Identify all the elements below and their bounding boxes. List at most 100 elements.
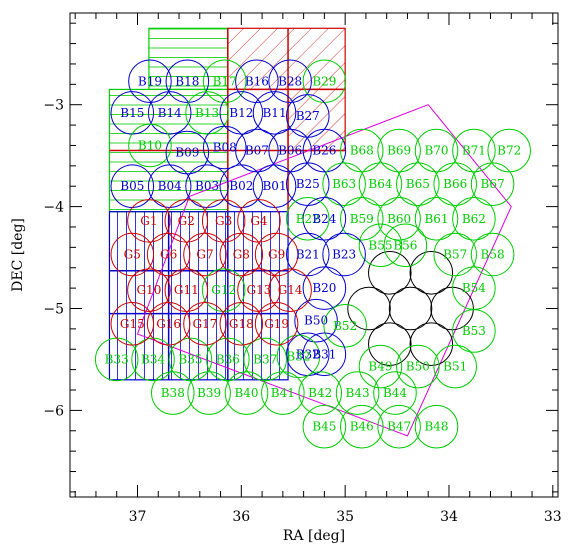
field-label-g3: G3	[215, 214, 232, 228]
field-label-b57: B57	[443, 247, 467, 261]
field-label-b01: B01	[262, 179, 286, 193]
field-label-g15: G15	[120, 317, 145, 331]
field-label-b25: B25	[296, 177, 320, 191]
y-tick-label: −4	[43, 200, 64, 216]
field-label-g5: G5	[124, 247, 141, 261]
field-circle-b42	[298, 371, 343, 415]
field-circle-b71	[452, 128, 496, 173]
field-label-b45: B45	[312, 420, 336, 434]
field-label-b17: B17	[213, 74, 237, 88]
field-label-b48: B48	[424, 420, 448, 434]
field-circle-b19	[128, 59, 172, 104]
field-circle-b63	[322, 162, 366, 206]
field-label-b67: B67	[481, 177, 505, 191]
field-circle-b45	[302, 404, 347, 449]
field-label-b05: B05	[120, 179, 144, 193]
field-circle-b48	[414, 404, 459, 449]
field-circle-b32	[276, 334, 321, 379]
field-circles	[94, 59, 531, 449]
field-label-b33: B33	[105, 352, 129, 366]
black-circle	[430, 286, 474, 331]
axis-ticks	[70, 13, 558, 497]
field-label-b32: B32	[286, 349, 310, 363]
field-label-b37: B37	[253, 352, 277, 366]
field-label-b13: B13	[195, 106, 219, 120]
field-circle-b13	[185, 91, 229, 135]
y-axis-title: DEC [deg]	[10, 218, 26, 292]
field-label-b70: B70	[424, 144, 448, 158]
field-circle-b02	[219, 164, 264, 209]
field-circle-b11	[252, 91, 297, 135]
field-label-g16: G16	[156, 317, 181, 331]
field-label-b39: B39	[197, 386, 221, 400]
field-label-g9: G9	[268, 247, 285, 261]
field-label-b63: B63	[332, 177, 356, 191]
field-label-b20: B20	[312, 281, 336, 295]
field-circle-b22	[285, 197, 330, 241]
region-red-hatched-top	[227, 27, 346, 91]
field-label-b27: B27	[296, 109, 320, 123]
field-label-b15: B15	[120, 106, 144, 120]
field-label-b72: B72	[497, 144, 521, 158]
field-label-b52: B52	[333, 319, 357, 333]
x-tick-label: 33	[544, 509, 562, 525]
field-label-g13: G13	[247, 283, 272, 297]
field-circle-b18	[165, 59, 210, 104]
field-label-b55: B55	[368, 238, 392, 252]
axis-tick-labels: 37 36 35 34 33 −3 −4 −5 −6	[43, 98, 561, 525]
field-label-b66: B66	[443, 177, 467, 191]
field-label-b38: B38	[161, 386, 185, 400]
field-circle-g14	[268, 268, 312, 312]
field-label-b34: B34	[141, 352, 165, 366]
x-tick-label: 36	[232, 509, 250, 525]
field-circle-b61	[414, 197, 459, 241]
field-circle-b64	[358, 162, 403, 206]
field-circle-b39	[187, 371, 231, 415]
field-label-b29: B29	[312, 74, 336, 88]
y-tick-label: −3	[43, 98, 64, 114]
field-circle-g9	[254, 232, 299, 277]
black-circle	[347, 286, 391, 331]
field-label-b11: B11	[262, 106, 286, 120]
plot-frame	[69, 12, 559, 498]
field-label-g6: G6	[160, 247, 177, 261]
field-label-b22: B22	[296, 212, 320, 226]
field-label-b49: B49	[368, 360, 392, 374]
field-circle-b14	[147, 91, 192, 135]
field-circle-g17	[183, 301, 227, 346]
black-circle	[388, 286, 433, 331]
field-label-b53: B53	[462, 324, 486, 338]
field-circle-b24	[302, 197, 347, 241]
field-circle-g5	[110, 232, 155, 277]
field-label-b43: B43	[346, 386, 370, 400]
black-circle	[409, 322, 454, 366]
field-label-b71: B71	[462, 144, 486, 158]
field-label-g14: G14	[278, 283, 303, 297]
field-label-g7: G7	[196, 247, 213, 261]
field-circle-b59	[339, 197, 384, 241]
field-circle-b66	[433, 162, 477, 206]
field-circle-b62	[452, 197, 496, 241]
field-label-b07: B07	[245, 144, 269, 158]
field-circle-b50	[294, 298, 338, 343]
field-label-b35: B35	[178, 352, 202, 366]
field-circle-b52	[323, 304, 367, 348]
field-circle-b43	[335, 371, 380, 415]
field-label-b62: B62	[462, 212, 486, 226]
field-circle-b46	[339, 404, 384, 449]
field-label-b54: B54	[462, 281, 486, 295]
field-label-b16: B16	[245, 74, 269, 88]
field-label-b36: B36	[216, 352, 240, 366]
field-circle-b44	[373, 371, 417, 415]
black-circle	[368, 322, 412, 366]
field-label-b40: B40	[234, 386, 258, 400]
field-label-g17: G17	[193, 317, 218, 331]
field-label-b59: B59	[350, 212, 374, 226]
field-circle-b53	[452, 309, 496, 353]
field-circle-b60	[377, 197, 421, 241]
field-label-b26: B26	[312, 144, 336, 158]
field-label-b03: B03	[195, 179, 219, 193]
field-circle-b36	[206, 337, 250, 382]
field-label-b18: B18	[175, 74, 199, 88]
